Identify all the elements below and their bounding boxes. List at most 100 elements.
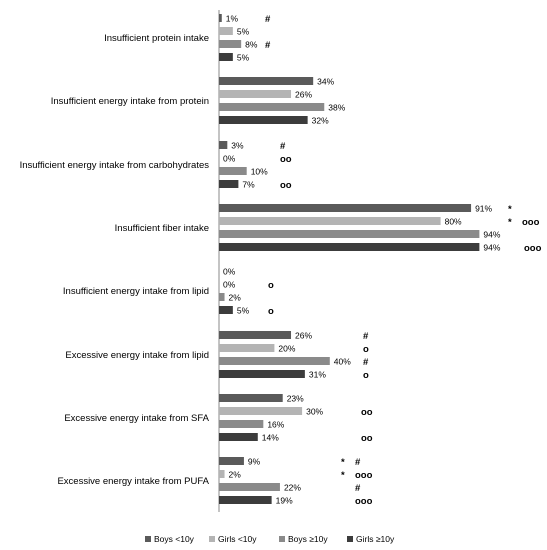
significance-marker: # [280, 141, 286, 152]
significance-marker: o [363, 344, 369, 355]
data-label: 10% [251, 167, 268, 177]
significance-marker: oo [280, 154, 292, 165]
bar [219, 457, 244, 465]
bar [219, 293, 225, 301]
data-label: 1% [226, 14, 239, 24]
bar [219, 420, 264, 428]
data-label: 8% [245, 40, 258, 50]
data-label: 80% [445, 217, 462, 227]
legend-swatch [279, 536, 285, 542]
data-label: 5% [237, 53, 250, 63]
data-label: 31% [309, 370, 326, 380]
category-label: Insufficient energy intake from protein [51, 96, 209, 107]
bar [219, 40, 242, 48]
significance-marker: ooo [355, 470, 373, 481]
bar [219, 230, 480, 238]
category-label: Insufficient energy intake from lipid [63, 286, 209, 297]
data-label: 0% [223, 267, 236, 277]
legend: Boys <10y Girls <10y Boys ≥10y Girls ≥10y [145, 534, 395, 544]
significance-marker: * [341, 470, 345, 481]
bar [219, 243, 480, 251]
data-label: 34% [317, 77, 334, 87]
data-label: 94% [483, 230, 500, 240]
significance-marker: # [265, 14, 271, 25]
category-label: Excessive energy intake from lipid [65, 350, 209, 361]
data-label: 16% [267, 420, 284, 430]
data-label: 2% [229, 293, 242, 303]
data-label: 91% [475, 204, 492, 214]
bar [219, 77, 314, 85]
bars [219, 14, 480, 504]
data-label: 22% [284, 483, 301, 493]
data-label: 32% [312, 116, 329, 126]
significance-marker: oo [361, 433, 373, 444]
significance-marker: oo [361, 407, 373, 418]
data-label: 94% [483, 243, 500, 253]
category-label: Insufficient protein intake [104, 33, 209, 44]
bar [219, 496, 272, 504]
bar [219, 407, 303, 415]
bar [219, 116, 308, 124]
bar [219, 370, 305, 378]
bar [219, 204, 472, 212]
data-label: 2% [229, 470, 242, 480]
significance-marker: * [508, 204, 512, 215]
data-label: 5% [237, 306, 250, 316]
significance-marker: * [341, 457, 345, 468]
data-label: 7% [242, 180, 255, 190]
data-label: 26% [295, 331, 312, 341]
bar [219, 103, 325, 111]
bar [219, 433, 258, 441]
significance-marker: o [268, 306, 274, 317]
significance-marker: o [268, 280, 274, 291]
data-label: 23% [287, 394, 304, 404]
data-label: 20% [278, 344, 295, 354]
data-label: 30% [306, 407, 323, 417]
data-label: 26% [295, 90, 312, 100]
significance-marker: # [265, 40, 271, 51]
legend-label: Boys ≥10y [288, 534, 328, 544]
data-label: 5% [237, 27, 250, 37]
bar [219, 167, 247, 175]
bar [219, 470, 225, 478]
data-label: 40% [334, 357, 351, 367]
legend-label: Girls ≥10y [356, 534, 395, 544]
significance-marker: # [355, 457, 361, 468]
significance-marker: ooo [522, 217, 540, 228]
bar [219, 331, 292, 339]
bar [219, 217, 441, 225]
bar [219, 394, 283, 402]
bar [219, 344, 275, 352]
data-label: 38% [328, 103, 345, 113]
value-labels: 1% 5% 8% 5% 34% 26% 38% 32% 3% 0% 10% 7% 91% 80% 94% 94… [223, 14, 501, 506]
legend-label: Girls <10y [218, 534, 257, 544]
bar [219, 180, 239, 188]
legend-swatch [209, 536, 215, 542]
legend-label: Boys <10y [154, 534, 195, 544]
data-label: 0% [223, 154, 236, 164]
data-label: 0% [223, 280, 236, 290]
category-label: Insufficient energy intake from carbohyd… [20, 160, 210, 171]
category-labels: Insufficient protein intake Insufficient … [20, 33, 210, 487]
bar [219, 141, 228, 149]
significance-marker: oo [280, 180, 292, 191]
bar [219, 14, 222, 22]
category-label: Excessive energy intake from PUFA [57, 476, 209, 487]
bar [219, 27, 233, 35]
data-label: 9% [248, 457, 261, 467]
significance-marker: # [363, 357, 369, 368]
bar [219, 306, 233, 314]
category-label: Insufficient fiber intake [115, 223, 209, 234]
legend-swatch [145, 536, 151, 542]
category-label: Excessive energy intake from SFA [64, 413, 209, 424]
significance-marker: ooo [355, 496, 373, 507]
bar [219, 90, 292, 98]
data-label: 14% [262, 433, 279, 443]
significance-marker: * [508, 217, 512, 228]
bar [219, 483, 280, 491]
data-label: 19% [276, 496, 293, 506]
bar [219, 357, 330, 365]
significance-marker: o [363, 370, 369, 381]
